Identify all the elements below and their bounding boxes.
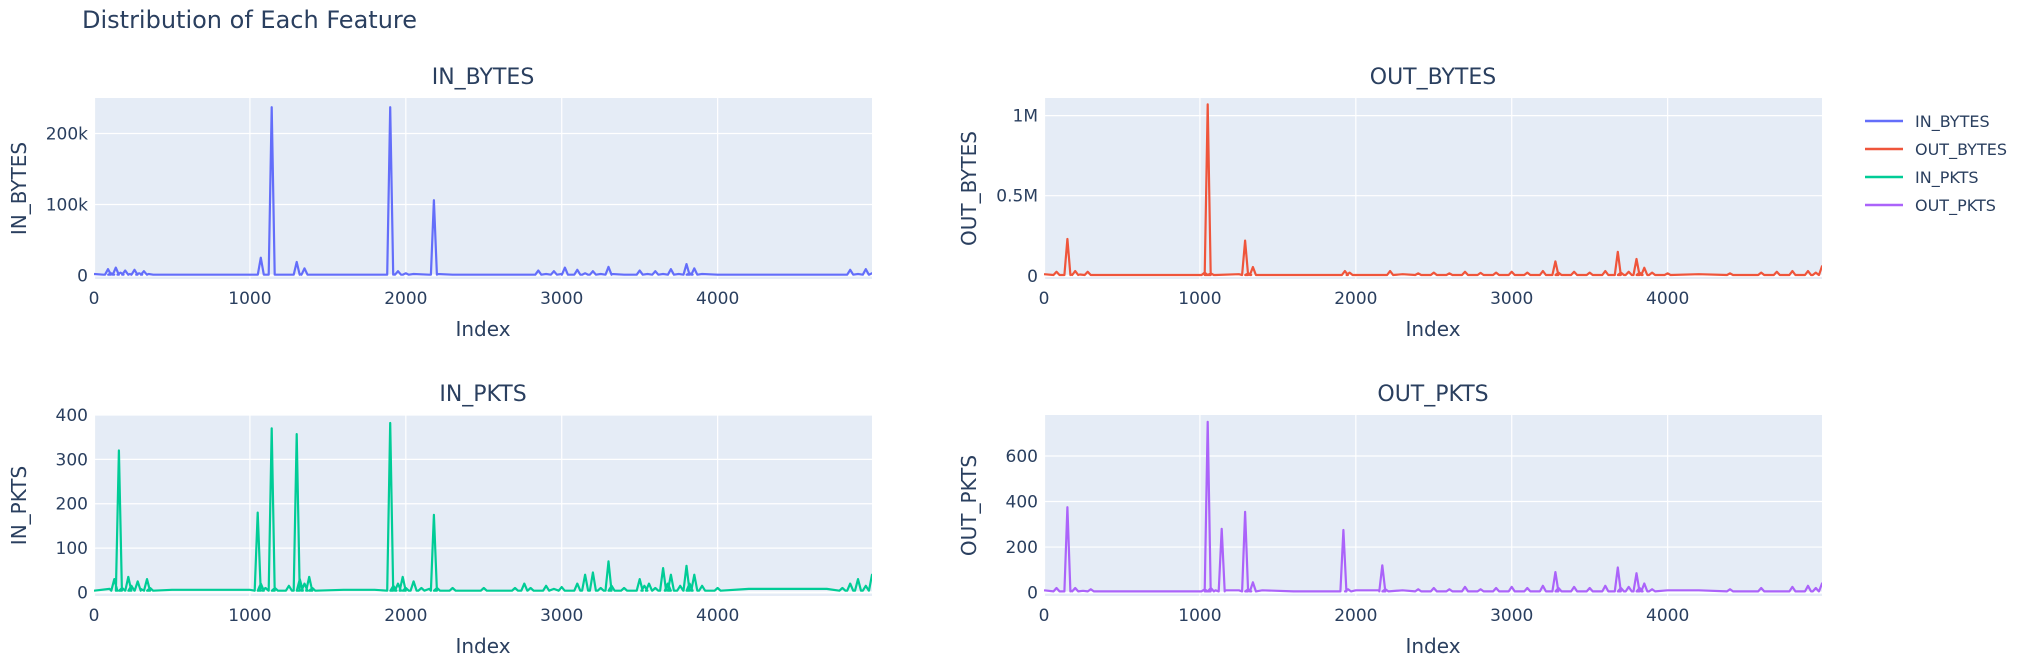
legend[interactable]: IN_BYTES OUT_BYTES IN_PKTS OUT_PKTS — [1865, 112, 2007, 216]
x-tick-label: 2000 — [384, 606, 427, 626]
legend-label: OUT_PKTS — [1915, 196, 1996, 216]
x-tick-label: 4000 — [1646, 289, 1689, 309]
y-axis-label: OUT_PKTS — [957, 455, 981, 556]
y-tick-label: 100k — [46, 195, 88, 215]
x-axis-label: Index — [1405, 634, 1460, 658]
y-axis-label: OUT_BYTES — [957, 131, 981, 246]
plot-area — [94, 415, 872, 596]
x-tick-label: 3000 — [1490, 289, 1533, 309]
subplots: 0 1000 2000 3000 40000100k200kIN_BYTESIndexI… — [7, 65, 1825, 658]
subplot-in-bytes: 0 1000 2000 3000 4000 0 100k 200k IN_BYTES Index I… — [7, 65, 875, 341]
legend-item[interactable]: OUT_BYTES — [1865, 140, 2007, 160]
x-axis-label: Index — [455, 634, 510, 658]
y-tick-label: 200k — [46, 124, 88, 144]
x-tick-label: 1000 — [1178, 289, 1221, 309]
subplot-out-pkts: 0 1000 2000 3000 4000 0 200 400 600 OUT_PKTS Index… — [957, 382, 1825, 658]
y-tick-label: 0 — [1027, 267, 1038, 287]
y-axis-label: IN_PKTS — [7, 466, 31, 545]
series-line-out-bytes[interactable] — [1044, 103, 1825, 277]
subplot-title: OUT_BYTES — [1370, 65, 1497, 90]
legend-label: IN_PKTS — [1915, 168, 1979, 188]
x-tick-label: 4000 — [696, 289, 739, 309]
y-tick-label: 0 — [77, 266, 88, 286]
y-tick-label: 0 — [77, 583, 88, 603]
legend-item[interactable]: OUT_PKTS — [1865, 196, 1996, 216]
y-tick-label: 100 — [56, 539, 88, 559]
x-tick-label: 4000 — [696, 606, 739, 626]
series-line-in-bytes[interactable] — [94, 106, 875, 276]
legend-label: OUT_BYTES — [1915, 140, 2007, 160]
y-tick-label: 600 — [1006, 447, 1038, 467]
legend-item[interactable]: IN_BYTES — [1865, 112, 1990, 132]
x-tick-label: 3000 — [1490, 606, 1533, 626]
y-tick-label: 0 — [1027, 584, 1038, 604]
series-line-out-pkts[interactable] — [1044, 420, 1825, 593]
y-tick-label: 300 — [56, 450, 88, 470]
plot-area — [1044, 415, 1822, 596]
x-tick-label: 1000 — [1178, 606, 1221, 626]
x-tick-label: 2000 — [1334, 606, 1377, 626]
subplot-out-bytes: 0 1000 2000 3000 4000 0 0.5M 1M OUT_BYTES Index OU… — [957, 65, 1825, 341]
y-tick-label: 0.5M — [996, 187, 1038, 207]
y-tick-label: 400 — [56, 406, 88, 426]
x-axis-label: Index — [1405, 317, 1460, 341]
y-axis-label: IN_BYTES — [7, 142, 31, 235]
x-tick-label: 0 — [1039, 289, 1050, 309]
subplot-title: IN_PKTS — [439, 382, 526, 407]
x-tick-label: 4000 — [1646, 606, 1689, 626]
y-tick-label: 1M — [1013, 107, 1038, 127]
subplot-title: IN_BYTES — [432, 65, 535, 90]
x-tick-label: 0 — [89, 606, 100, 626]
y-tick-label: 200 — [1006, 538, 1038, 558]
x-tick-label: 0 — [89, 289, 100, 309]
x-tick-label: 1000 — [228, 606, 271, 626]
legend-item[interactable]: IN_PKTS — [1865, 168, 1979, 188]
plot-area — [94, 98, 872, 279]
x-tick-label: 3000 — [540, 606, 583, 626]
x-tick-label: 2000 — [384, 289, 427, 309]
subplot-in-pkts: 0 1000 2000 3000 4000 0 100 200 300 400 IN_PKTS Ind… — [7, 382, 875, 658]
y-tick-label: 400 — [1006, 493, 1038, 513]
x-axis-label: Index — [455, 317, 510, 341]
figure-title: Distribution of Each Feature — [82, 6, 417, 34]
series-line-in-pkts[interactable] — [94, 421, 875, 592]
x-tick-label: 1000 — [228, 289, 271, 309]
plot-area — [1044, 98, 1822, 279]
x-tick-label: 2000 — [1334, 289, 1377, 309]
x-tick-label: 3000 — [540, 289, 583, 309]
y-tick-label: 200 — [56, 495, 88, 515]
legend-label: IN_BYTES — [1915, 112, 1990, 132]
subplot-title: OUT_PKTS — [1377, 382, 1488, 407]
x-tick-label: 0 — [1039, 606, 1050, 626]
